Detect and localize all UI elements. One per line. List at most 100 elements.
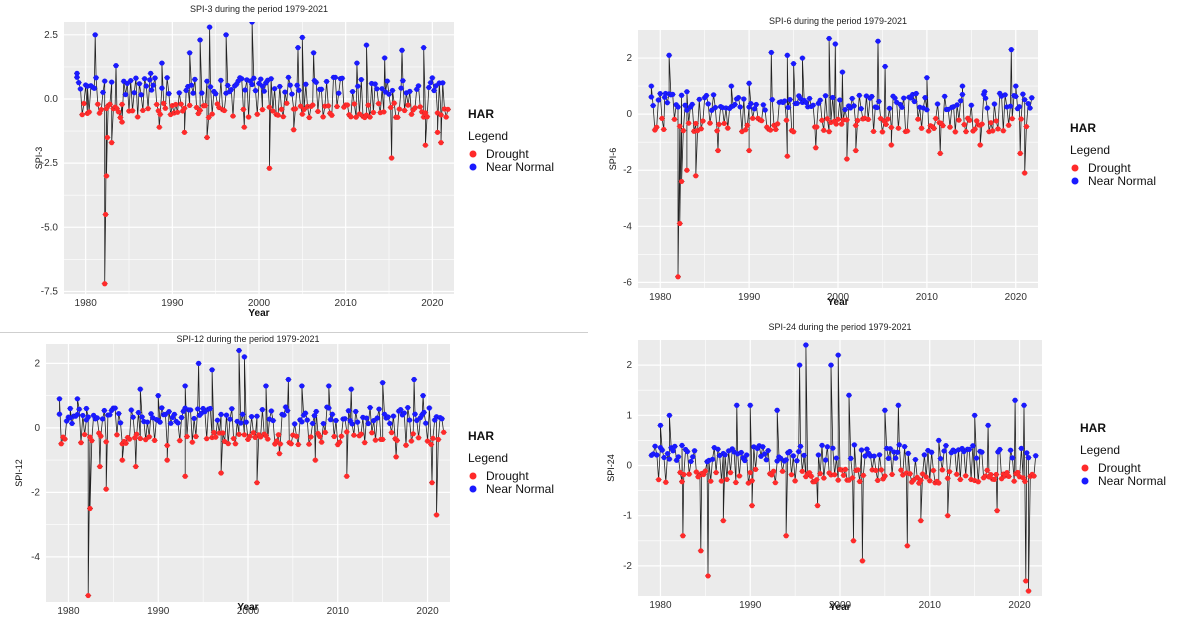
drought-point <box>661 126 667 133</box>
drought-point <box>911 477 917 483</box>
near-normal-point <box>968 102 974 108</box>
near-normal-point <box>64 418 70 424</box>
drought-point <box>733 479 739 486</box>
drought-point <box>107 101 113 107</box>
y-tick-label: -4 <box>623 221 632 232</box>
y-tick-label: 0.0 <box>44 94 58 105</box>
near-normal-point <box>80 412 86 419</box>
near-normal-point <box>842 106 848 113</box>
x-tick-label: 2010 <box>335 298 358 309</box>
near-normal-point <box>101 407 107 414</box>
drought-point <box>254 480 260 486</box>
near-normal-point <box>249 22 255 25</box>
near-normal-point <box>426 84 432 91</box>
near-normal-point <box>354 419 361 425</box>
drought-point <box>936 480 942 486</box>
x-tick-label: 2010 <box>919 600 942 611</box>
near-normal-point <box>209 367 215 373</box>
drought-point <box>746 147 752 154</box>
near-normal-point <box>76 406 82 412</box>
drought-point <box>707 120 713 126</box>
data-layer <box>74 22 451 287</box>
x-tick-label: 2020 <box>1005 292 1028 303</box>
drought-point <box>415 435 422 441</box>
near-normal-point <box>74 70 80 76</box>
near-normal-point <box>133 75 139 81</box>
near-normal-point <box>765 447 771 454</box>
near-normal-point <box>924 107 930 113</box>
near-normal-point <box>1009 455 1015 461</box>
near-normal-point <box>214 417 221 423</box>
near-normal-point <box>218 77 224 83</box>
near-normal-point <box>117 420 124 426</box>
near-normal-point <box>67 405 73 412</box>
near-normal-point <box>390 413 397 419</box>
drought-point <box>344 473 350 479</box>
drought-point <box>945 513 951 519</box>
drought-point <box>98 107 104 113</box>
legend-marker <box>469 163 477 171</box>
near-normal-point <box>892 95 898 101</box>
near-normal-point <box>254 413 260 419</box>
drought-point <box>784 153 790 159</box>
near-normal-point <box>324 78 330 85</box>
drought-point <box>82 431 88 438</box>
near-normal-point <box>225 82 231 89</box>
near-normal-point <box>966 446 972 452</box>
drought-point <box>434 129 441 135</box>
near-normal-point <box>982 89 988 95</box>
near-normal-point <box>741 96 747 102</box>
drought-point <box>408 111 415 117</box>
drought-point <box>883 121 889 127</box>
near-normal-point <box>924 75 930 81</box>
x-axis-label: Year <box>827 297 848 308</box>
near-normal-point <box>815 452 822 458</box>
drought-point <box>698 548 704 554</box>
drought-point <box>870 128 877 135</box>
drought-point <box>937 150 943 156</box>
near-normal-point <box>191 415 197 422</box>
near-normal-point <box>712 104 718 111</box>
near-normal-point <box>348 386 354 392</box>
near-normal-point <box>828 362 834 368</box>
drought-point <box>152 437 158 443</box>
near-normal-point <box>398 406 404 413</box>
drought-point <box>86 109 92 115</box>
near-normal-point <box>131 90 137 96</box>
grid-lines <box>46 344 450 602</box>
drought-point <box>677 123 683 129</box>
near-normal-point <box>657 422 664 428</box>
drought-point <box>209 111 215 117</box>
near-normal-point <box>440 80 446 86</box>
near-normal-point <box>747 402 753 408</box>
drought-point <box>424 438 431 444</box>
near-normal-point <box>823 457 829 463</box>
drought-point <box>103 439 109 445</box>
near-normal-point <box>304 417 310 423</box>
near-normal-point <box>333 417 339 424</box>
drought-point <box>990 128 996 134</box>
near-normal-point <box>128 407 134 413</box>
near-normal-point <box>738 449 744 456</box>
drought-point <box>98 433 104 439</box>
near-normal-point <box>664 100 670 106</box>
near-normal-point <box>248 413 255 420</box>
drought-point <box>315 108 321 115</box>
drought-point <box>422 110 428 116</box>
near-normal-point <box>885 455 892 462</box>
drought-point <box>865 116 871 122</box>
near-normal-point <box>204 78 210 84</box>
drought-point <box>293 433 300 439</box>
near-normal-point <box>399 47 405 53</box>
near-normal-point <box>894 449 901 455</box>
near-normal-point <box>1007 103 1014 109</box>
drought-point <box>174 109 181 115</box>
near-normal-point <box>113 63 119 69</box>
near-normal-point <box>128 77 134 84</box>
near-normal-point <box>665 450 671 457</box>
near-normal-point <box>150 82 156 88</box>
drought-point <box>211 429 217 436</box>
drought-point <box>394 437 400 444</box>
near-normal-point <box>887 446 893 452</box>
near-normal-point <box>670 448 676 454</box>
